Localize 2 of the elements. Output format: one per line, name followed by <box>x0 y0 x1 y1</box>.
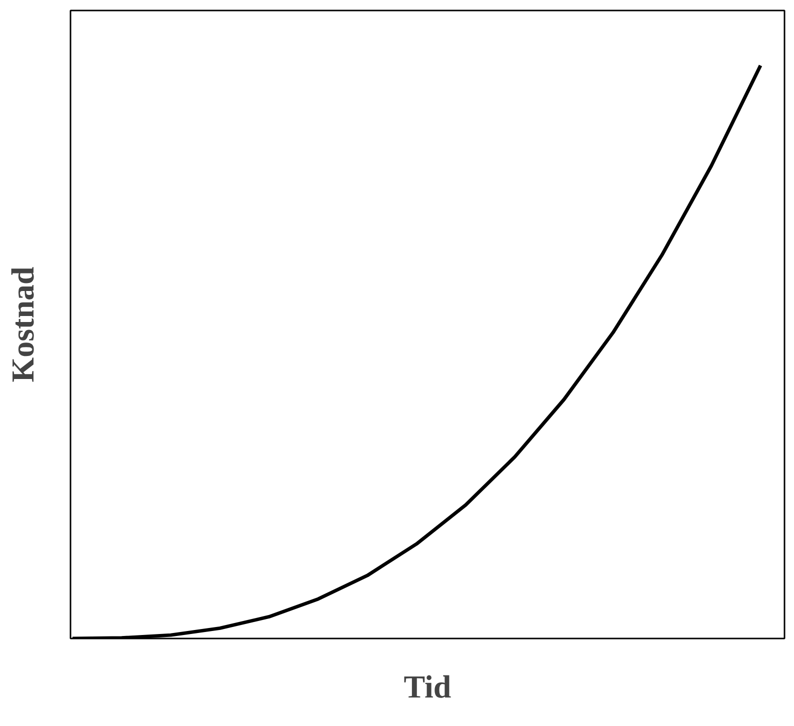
x-axis-title: Tid <box>404 668 452 704</box>
y-axis-title: Kostnad <box>4 266 40 382</box>
